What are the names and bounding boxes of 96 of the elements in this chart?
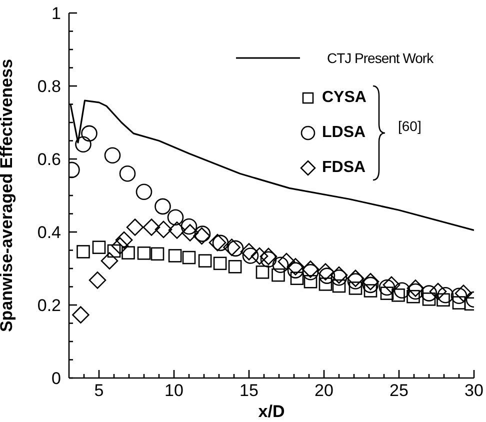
y-tick-label: 0.8 (37, 77, 61, 96)
point (422, 292, 436, 306)
point (316, 263, 334, 280)
point (260, 251, 277, 268)
point (348, 282, 362, 295)
point (198, 254, 212, 268)
x-tick-label: 15 (240, 381, 258, 400)
x-tick-label: 10 (164, 381, 184, 400)
point (290, 272, 304, 286)
point (72, 306, 90, 324)
point (287, 262, 304, 278)
y-axis-title: Spanwise-averaged Effectiveness (0, 58, 16, 332)
x-tick-label: 25 (390, 381, 408, 400)
point (154, 198, 171, 215)
point (122, 246, 135, 260)
point (208, 234, 226, 252)
point (100, 252, 118, 270)
point (406, 290, 420, 304)
point (302, 264, 319, 280)
point (88, 272, 106, 289)
y-tick-label: 0.6 (37, 150, 61, 169)
point (228, 260, 242, 274)
point (150, 247, 164, 261)
legend-label: CTJ Present Work (327, 50, 434, 66)
point (278, 252, 296, 270)
point (213, 256, 227, 270)
point (227, 240, 244, 257)
point (180, 218, 198, 235)
point (380, 286, 394, 300)
x-tick-label: 20 (314, 381, 334, 400)
point (392, 288, 405, 302)
point (332, 279, 346, 293)
point (75, 136, 92, 153)
point (142, 218, 160, 236)
point (454, 284, 472, 302)
point (256, 266, 270, 279)
y-tick-label: 0.4 (37, 223, 61, 242)
point (330, 266, 348, 284)
point (194, 226, 211, 242)
point (126, 218, 144, 236)
annotation: [60] (398, 118, 422, 134)
legend-label: CYSA (322, 89, 366, 107)
point (382, 276, 400, 294)
point (223, 238, 240, 256)
point (181, 224, 199, 242)
point (250, 247, 268, 265)
legend-label: FDSA (322, 159, 366, 177)
point (119, 165, 136, 182)
point (394, 282, 410, 299)
point (362, 276, 379, 294)
point (378, 279, 396, 296)
point (168, 222, 186, 239)
point (137, 246, 151, 260)
point (81, 125, 98, 142)
point (136, 184, 152, 200)
point (406, 280, 424, 297)
x-tick-label: 30 (464, 381, 484, 400)
point (240, 243, 258, 260)
point (330, 269, 348, 286)
point (260, 248, 278, 266)
point (286, 258, 304, 276)
point (437, 286, 454, 304)
point (115, 231, 133, 249)
y-tick-label: 0 (52, 369, 61, 388)
point (364, 284, 378, 298)
point (407, 283, 424, 300)
point (304, 274, 318, 288)
point (92, 240, 106, 254)
point (302, 260, 320, 278)
point (167, 209, 184, 226)
point (452, 296, 466, 310)
point (193, 227, 210, 245)
point (346, 270, 364, 288)
point (436, 293, 450, 307)
point (76, 245, 90, 258)
point (104, 147, 121, 164)
point (182, 250, 196, 264)
point (420, 285, 438, 302)
y-tick-label: 1 (52, 4, 61, 23)
point (272, 256, 289, 273)
x-axis-title: x/D (258, 402, 285, 421)
point (318, 278, 332, 291)
point (154, 220, 172, 238)
point (242, 248, 259, 264)
point (272, 268, 285, 282)
point (212, 234, 229, 252)
point (429, 282, 447, 300)
x-tick-label: 5 (94, 381, 104, 400)
y-tick-label: 0.2 (37, 296, 61, 315)
point (362, 272, 380, 290)
point (347, 273, 364, 290)
point (450, 288, 468, 304)
point (168, 249, 182, 262)
point (318, 268, 336, 284)
legend-label: LDSA (322, 124, 366, 142)
point (111, 237, 129, 255)
